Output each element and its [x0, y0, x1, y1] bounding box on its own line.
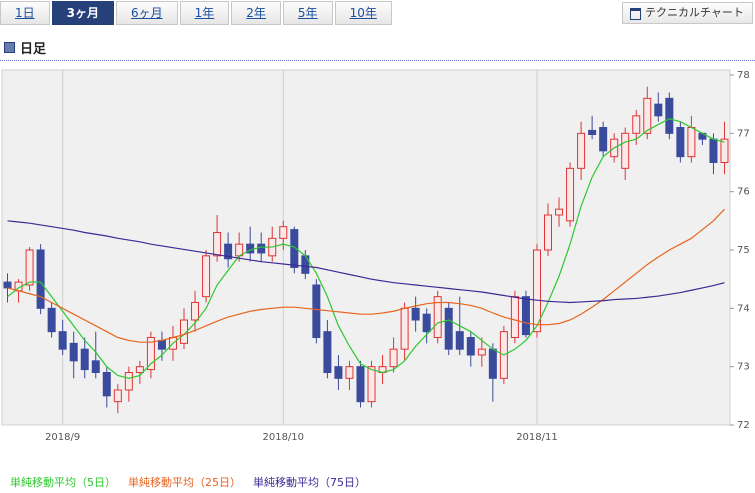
- candle-body: [356, 366, 365, 403]
- candle-body: [621, 132, 630, 169]
- candle-body: [312, 284, 321, 338]
- candle-body: [411, 307, 420, 321]
- period-tab[interactable]: 5年: [282, 1, 333, 25]
- candle-body: [510, 296, 519, 338]
- candle-body: [577, 132, 586, 169]
- candle-body: [91, 360, 100, 374]
- candle-body: [345, 366, 354, 379]
- candle-body: [146, 337, 155, 371]
- candle-body: [213, 232, 222, 257]
- candle-body: [202, 255, 211, 298]
- candle-body: [367, 366, 376, 403]
- candle-body: [466, 337, 475, 356]
- candle-body: [588, 129, 597, 136]
- candle-body: [676, 127, 685, 158]
- y-tick-label: 78: [737, 70, 750, 81]
- candle-body: [69, 342, 78, 362]
- y-tick-label: 73: [737, 362, 750, 373]
- candle-body: [135, 366, 144, 373]
- x-tick-label: 2018/10: [262, 432, 304, 443]
- period-tab[interactable]: 1年: [179, 1, 230, 25]
- candle-body: [433, 296, 442, 338]
- section-title: 日足: [4, 38, 46, 57]
- candle-body: [654, 103, 663, 117]
- candle-body: [47, 307, 56, 333]
- period-tab[interactable]: 10年: [334, 1, 392, 25]
- moving-average-line: [7, 118, 725, 379]
- y-tick-label: 77: [737, 128, 750, 139]
- candle-body: [643, 97, 652, 134]
- candle-body: [113, 389, 122, 403]
- candle-body: [720, 138, 729, 164]
- x-tick-label: 2018/11: [516, 432, 558, 443]
- period-tab[interactable]: 3ヶ月: [51, 1, 114, 25]
- candle-body: [444, 307, 453, 350]
- candle-body: [532, 249, 541, 333]
- candle-body: [400, 307, 409, 350]
- candle-body: [477, 348, 486, 356]
- candle-body: [709, 138, 718, 164]
- candle-body: [665, 97, 674, 134]
- moving-average-line: [7, 220, 725, 304]
- candle-body: [422, 313, 431, 333]
- candle-body: [224, 243, 233, 260]
- candle-body: [58, 331, 67, 350]
- candle-body: [687, 127, 696, 158]
- candle-body: [80, 348, 89, 371]
- candle-body: [124, 372, 133, 391]
- y-tick-label: 75: [737, 245, 750, 256]
- candle-body: [334, 366, 343, 379]
- legend-entry: 単純移動平均（25日）: [128, 475, 241, 489]
- period-tab[interactable]: 6ヶ月: [116, 1, 178, 25]
- candle-body: [455, 331, 464, 350]
- y-tick-label: 76: [737, 187, 750, 198]
- moving-average-line: [7, 208, 725, 343]
- period-tab[interactable]: 1日: [0, 1, 50, 25]
- candle-body: [279, 226, 288, 239]
- candle-body: [301, 255, 310, 274]
- candle-body: [566, 167, 575, 222]
- candle-body: [544, 214, 552, 251]
- legend-entry: 単純移動平均（75日）: [253, 475, 366, 489]
- candle-body: [521, 296, 530, 336]
- candle-body: [599, 127, 608, 152]
- candle-body: [632, 115, 641, 134]
- candle-body: [555, 208, 564, 216]
- candle-body: [389, 348, 398, 368]
- candle-body: [488, 348, 497, 379]
- candle-body: [3, 281, 12, 289]
- candle-body: [102, 372, 111, 397]
- y-tick-label: 74: [737, 303, 750, 314]
- candle-body: [25, 249, 34, 286]
- candle-body: [191, 302, 200, 321]
- candle-body: [290, 229, 299, 268]
- period-tabs: 1日 3ヶ月 6ヶ月 1年 2年 5年 10年: [0, 1, 394, 25]
- x-tick-label: 2018/9: [45, 432, 80, 443]
- candle-body: [157, 339, 166, 350]
- candle-body: [323, 331, 332, 373]
- divider: [0, 60, 755, 61]
- candle-body: [36, 249, 45, 309]
- plot-area: [1, 69, 731, 426]
- technical-chart-button[interactable]: テクニカルチャート: [622, 2, 753, 24]
- candle-body: [257, 243, 266, 254]
- legend-entry: 単純移動平均（5日）: [10, 475, 116, 489]
- y-tick-label: 72: [737, 420, 750, 431]
- period-tab[interactable]: 2年: [231, 1, 281, 25]
